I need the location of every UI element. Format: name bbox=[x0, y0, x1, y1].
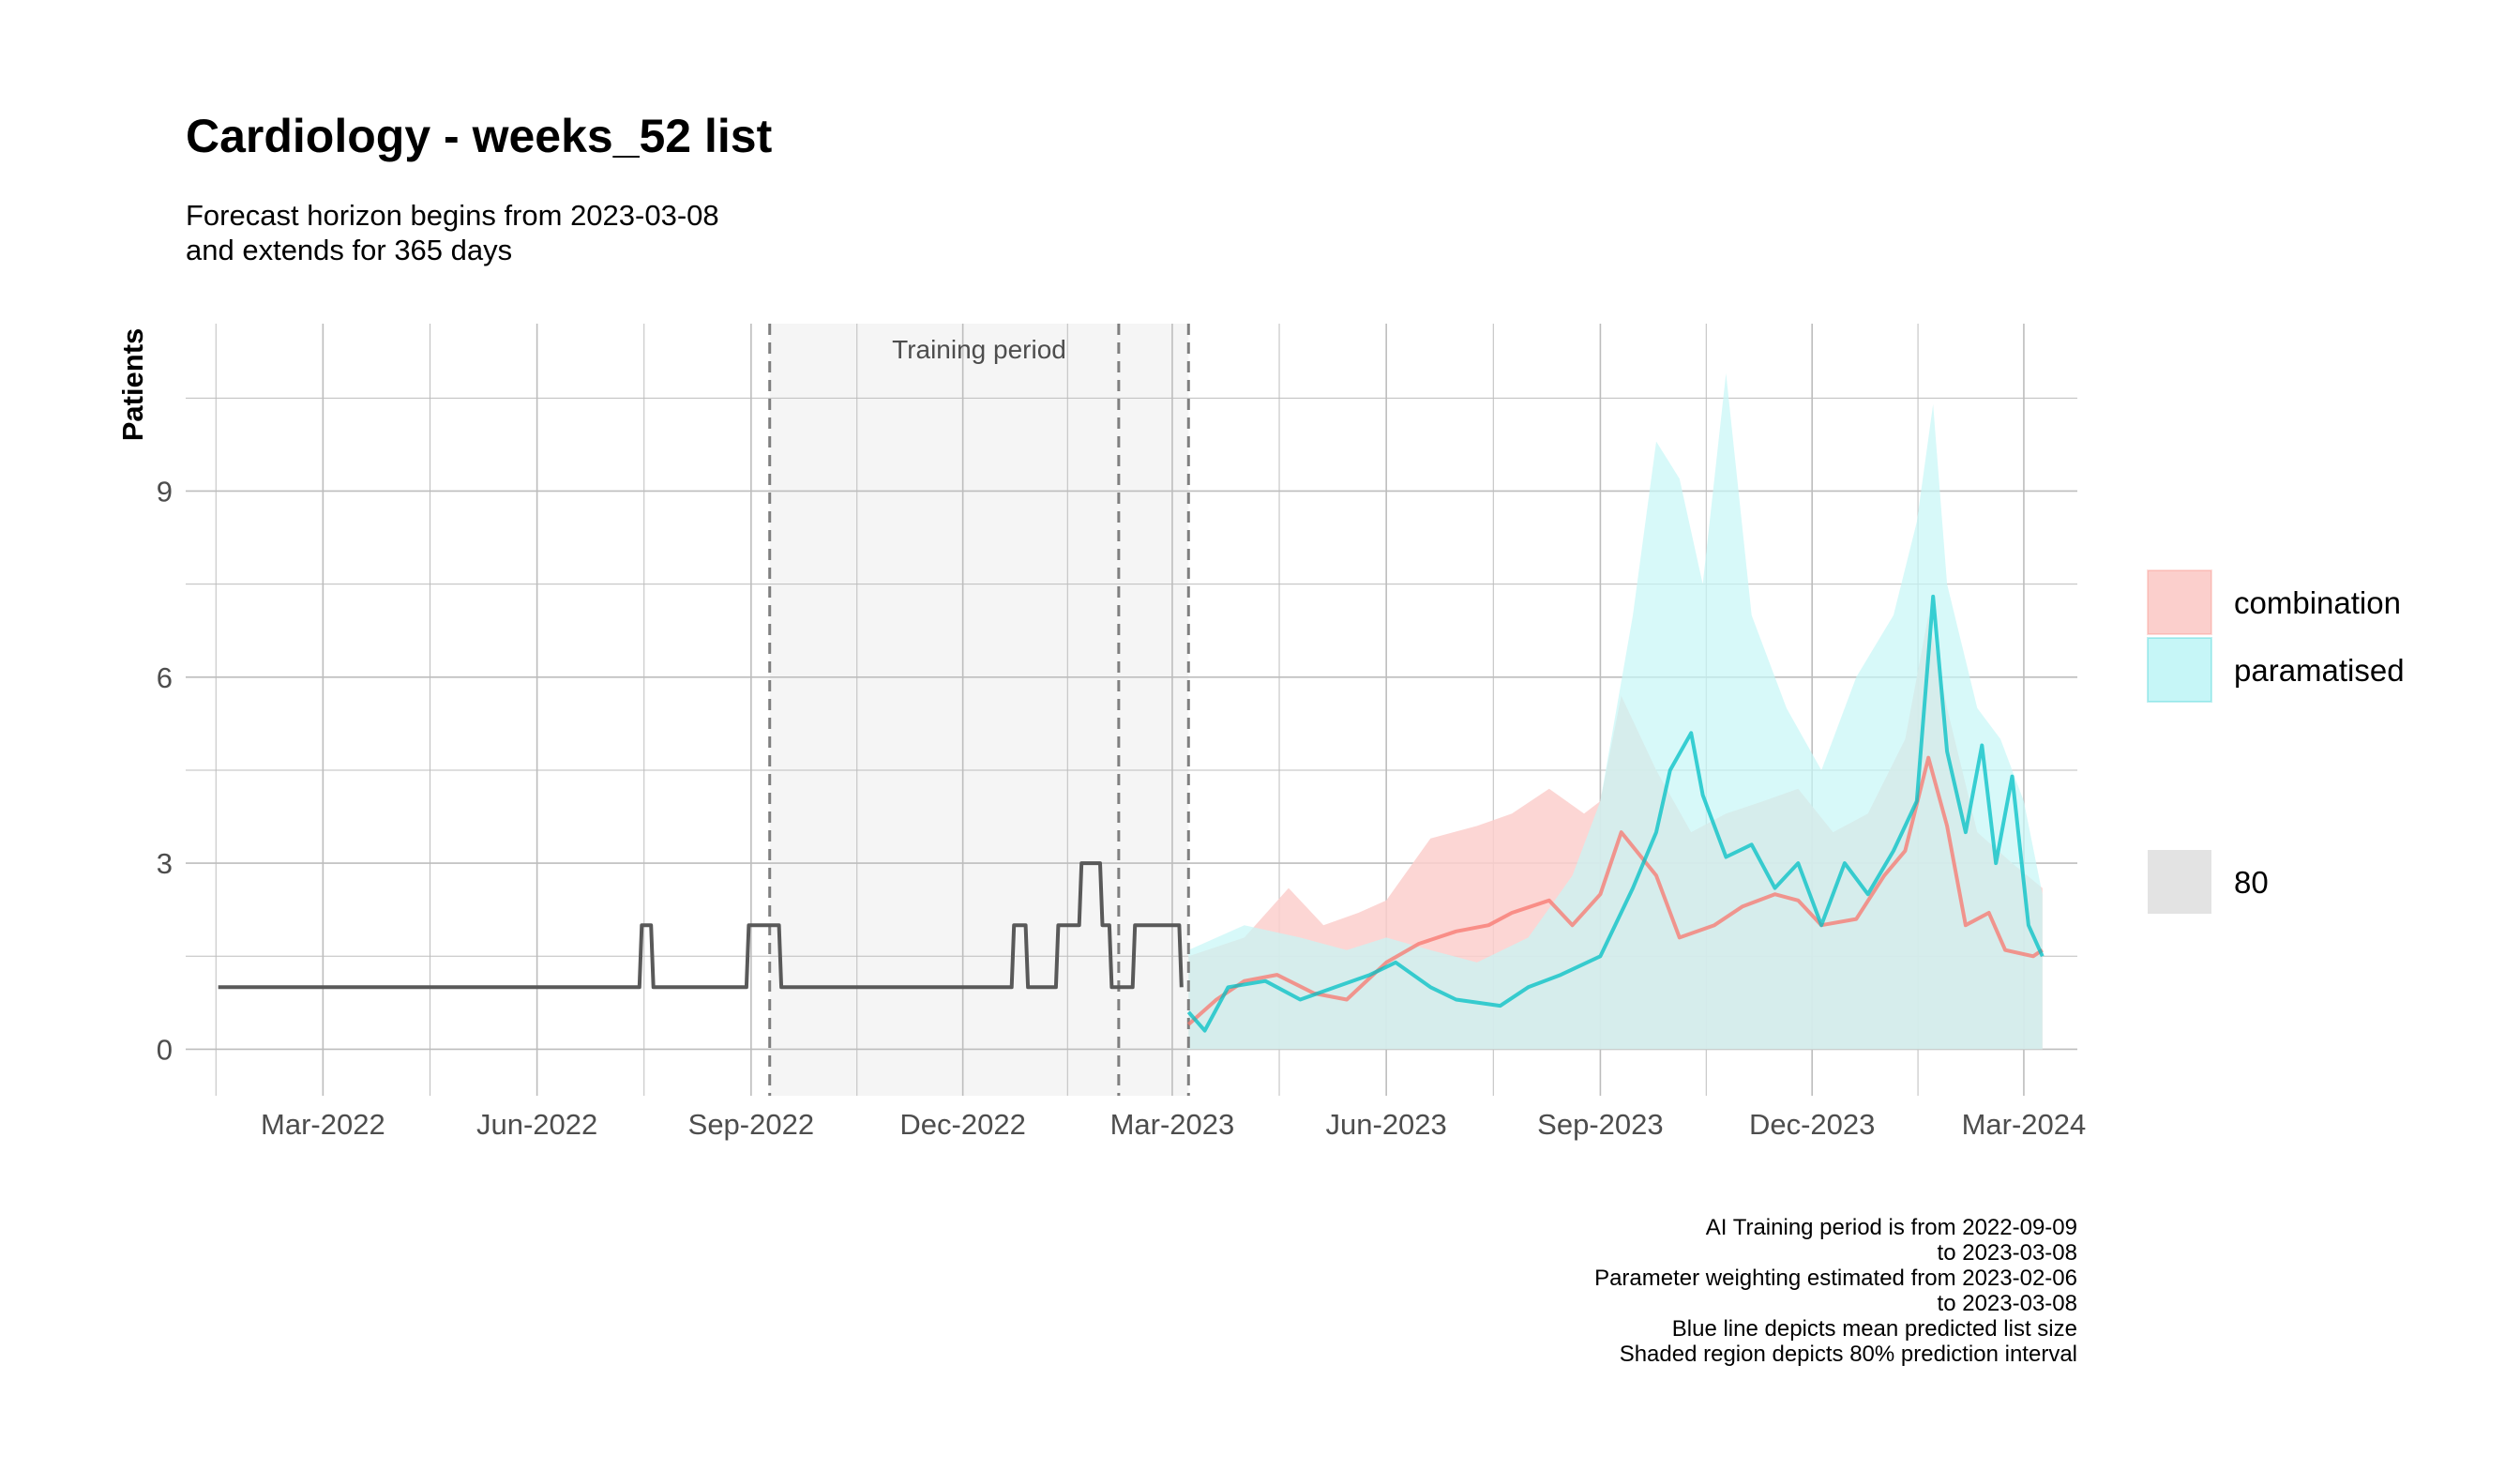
y-tick-label: 0 bbox=[157, 1033, 173, 1066]
caption-line-2: to 2023-03-08 bbox=[1938, 1240, 2077, 1266]
x-tick-label: Dec-2022 bbox=[899, 1108, 1025, 1141]
x-tick-label: Jun-2023 bbox=[1326, 1108, 1447, 1141]
chart-subtitle-line-1: Forecast horizon begins from 2023-03-08 bbox=[186, 199, 719, 232]
mean-line-combination bbox=[1186, 755, 2044, 1026]
x-tick-label: Mar-2022 bbox=[261, 1108, 385, 1141]
chart-subtitle-line-2: and extends for 365 days bbox=[186, 234, 512, 266]
y-tick-label: 9 bbox=[157, 475, 173, 508]
y-tick-label: 3 bbox=[157, 847, 173, 880]
caption-line-1: AI Training period is from 2022-09-09 bbox=[1706, 1215, 2077, 1240]
legend-swatch-paramatised bbox=[2147, 637, 2212, 703]
caption: AI Training period is from 2022-09-09 to… bbox=[1594, 1215, 2077, 1367]
training-period-shade bbox=[769, 324, 1189, 1096]
y-axis-label: Patients bbox=[116, 328, 149, 442]
caption-line-3: Parameter weighting estimated from 2023-… bbox=[1594, 1266, 2077, 1291]
x-tick-label: Dec-2023 bbox=[1749, 1108, 1875, 1141]
x-tick-label: Mar-2024 bbox=[1962, 1108, 2087, 1141]
plot-area: Training period 0 3 6 9 Mar-2022 Jun-2022 Sep-2… bbox=[157, 324, 2087, 1141]
caption-line-4: to 2023-03-08 bbox=[1938, 1291, 2077, 1316]
legend-swatch-combination bbox=[2147, 569, 2212, 635]
x-tick-label: Mar-2023 bbox=[1110, 1108, 1235, 1141]
chart-title: Cardiology - weeks_52 list bbox=[186, 110, 773, 162]
x-tick-label: Sep-2023 bbox=[1537, 1108, 1663, 1141]
prediction-band-paramatised bbox=[1188, 372, 2043, 1050]
caption-line-6: Shaded region depicts 80% prediction int… bbox=[1620, 1342, 2077, 1367]
legend-label-combination: combination bbox=[2234, 585, 2401, 620]
training-period-label: Training period bbox=[892, 335, 1066, 364]
legend-label-paramatised: paramatised bbox=[2234, 653, 2405, 688]
legend: combination paramatised 80 bbox=[2147, 569, 2405, 914]
history-line bbox=[218, 861, 1184, 990]
x-tick-label: Sep-2022 bbox=[688, 1108, 814, 1141]
y-tick-label: 6 bbox=[157, 661, 173, 694]
legend-label-level: 80 bbox=[2234, 865, 2269, 900]
x-tick-label: Jun-2022 bbox=[476, 1108, 597, 1141]
mean-line-paramatised bbox=[1186, 594, 2045, 1033]
caption-line-5: Blue line depicts mean predicted list si… bbox=[1672, 1316, 2077, 1342]
legend-swatch-level bbox=[2148, 850, 2211, 914]
